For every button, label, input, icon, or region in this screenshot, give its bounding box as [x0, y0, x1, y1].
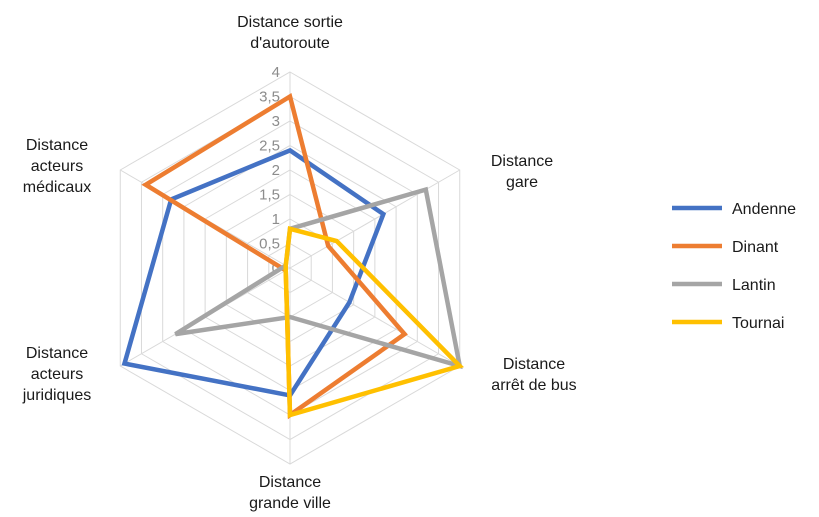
- axis-label: Distance sortie d'autoroute: [237, 14, 343, 52]
- tick-label: 0: [272, 260, 280, 277]
- series-line-tournai: [283, 225, 464, 418]
- tick-label: 3: [272, 113, 280, 130]
- axis-label: Distance gare: [491, 153, 553, 191]
- legend-entry: Dinant: [732, 239, 779, 256]
- axis-label: Distance grande ville: [249, 474, 331, 512]
- grid-spoke: [289, 169, 460, 269]
- tick-label: 2: [272, 162, 280, 179]
- radial-tick-labels: 0 0,5 1 1,5 2 2,5 3 3,5 4: [259, 64, 280, 277]
- axis-labels: Distance sortie d'autoroute Distance gare Di…: [22, 14, 577, 512]
- legend-entry: Lantin: [732, 277, 776, 294]
- tick-label: 3,5: [259, 89, 280, 106]
- tick-label: 1: [272, 211, 280, 228]
- legend-entry: Andenne: [732, 201, 796, 218]
- axis-label: Distance arrêt de bus: [491, 356, 576, 394]
- axis-label: Distance acteurs juridiques: [22, 345, 91, 404]
- tick-label: 2,5: [259, 138, 280, 155]
- grid-spoke: [289, 267, 460, 367]
- series-lines: [121, 92, 464, 420]
- tick-label: 1,5: [259, 187, 280, 204]
- tick-label: 4: [272, 64, 280, 81]
- tick-label: 0,5: [259, 236, 280, 253]
- axis-label: Distance acteurs médicaux: [23, 137, 91, 196]
- legend-entry: Tournai: [732, 315, 784, 332]
- legend: Andenne Dinant Lantin Tournai: [672, 201, 796, 332]
